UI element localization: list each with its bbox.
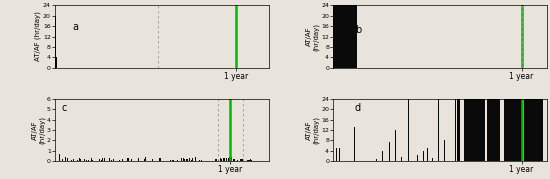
Text: b: b — [355, 25, 361, 35]
Text: a: a — [72, 22, 78, 32]
Y-axis label: AT/AF
(hr/day): AT/AF (hr/day) — [32, 116, 46, 144]
Y-axis label: AT/AF (hr/day): AT/AF (hr/day) — [35, 12, 41, 61]
Y-axis label: AT/AF
(hr/day): AT/AF (hr/day) — [306, 116, 320, 144]
Text: c: c — [62, 103, 67, 113]
Y-axis label: AT/AF
(hr/day): AT/AF (hr/day) — [306, 23, 320, 50]
Text: d: d — [355, 103, 361, 113]
